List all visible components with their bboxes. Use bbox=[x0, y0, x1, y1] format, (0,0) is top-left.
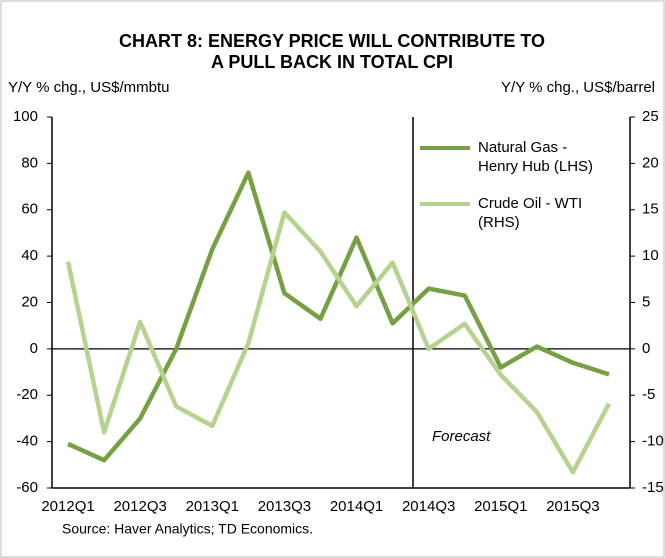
y-axis-label: Y/Y % chg., US$/mmbtu bbox=[8, 79, 169, 96]
x-tick-label: 2014Q3 bbox=[402, 498, 455, 515]
legend-label: Natural Gas - Henry Hub (LHS) bbox=[478, 139, 594, 175]
x-tick-label: 2012Q1 bbox=[41, 498, 94, 515]
y2-tick-label: 15 bbox=[642, 201, 659, 218]
legend-item: Natural Gas - Henry Hub (LHS) bbox=[420, 138, 610, 176]
y2-tick-label: -10 bbox=[642, 433, 664, 450]
y2-tick-label: 20 bbox=[642, 154, 659, 171]
x-tick-label: 2014Q1 bbox=[330, 498, 383, 515]
y2-tick-label: 5 bbox=[642, 293, 650, 310]
y2-tick-label: 10 bbox=[642, 247, 659, 264]
legend-item: Crude Oil - WTI (RHS) bbox=[420, 194, 610, 232]
y-tick-label: 80 bbox=[21, 154, 38, 171]
x-tick-label: 2015Q1 bbox=[474, 498, 527, 515]
y2-tick-label: 25 bbox=[642, 108, 659, 125]
x-tick-label: 2013Q1 bbox=[186, 498, 239, 515]
y2-axis-label: Y/Y % chg., US$/barrel bbox=[501, 79, 655, 96]
series-line bbox=[65, 210, 611, 475]
chart-title: CHART 8: ENERGY PRICE WILL CONTRIBUTE TO bbox=[119, 31, 545, 51]
x-tick-label: 2015Q3 bbox=[546, 498, 599, 515]
legend-swatch bbox=[420, 202, 470, 206]
y-tick-label: -60 bbox=[16, 479, 38, 496]
y2-tick-label: -5 bbox=[642, 386, 655, 403]
x-tick-label: 2012Q3 bbox=[113, 498, 166, 515]
y-tick-label: -40 bbox=[16, 433, 38, 450]
source: Source: Haver Analytics; TD Economics. bbox=[62, 521, 313, 537]
chart-title: A PULL BACK IN TOTAL CPI bbox=[211, 52, 453, 72]
y-tick-label: 60 bbox=[21, 201, 38, 218]
y2-tick-label: 0 bbox=[642, 340, 650, 357]
y-tick-label: 0 bbox=[30, 340, 38, 357]
legend-label: Crude Oil - WTI (RHS) bbox=[478, 195, 583, 231]
y-tick-label: -20 bbox=[16, 386, 38, 403]
y-tick-label: 20 bbox=[21, 293, 38, 310]
legend: Natural Gas - Henry Hub (LHS) Crude Oil -… bbox=[420, 138, 610, 250]
legend-swatch bbox=[420, 146, 470, 150]
x-tick-label: 2013Q3 bbox=[258, 498, 311, 515]
y-tick-label: 100 bbox=[13, 108, 38, 125]
y2-tick-label: -15 bbox=[642, 479, 664, 496]
y-tick-label: 40 bbox=[21, 247, 38, 264]
annotation: Forecast bbox=[432, 428, 491, 445]
